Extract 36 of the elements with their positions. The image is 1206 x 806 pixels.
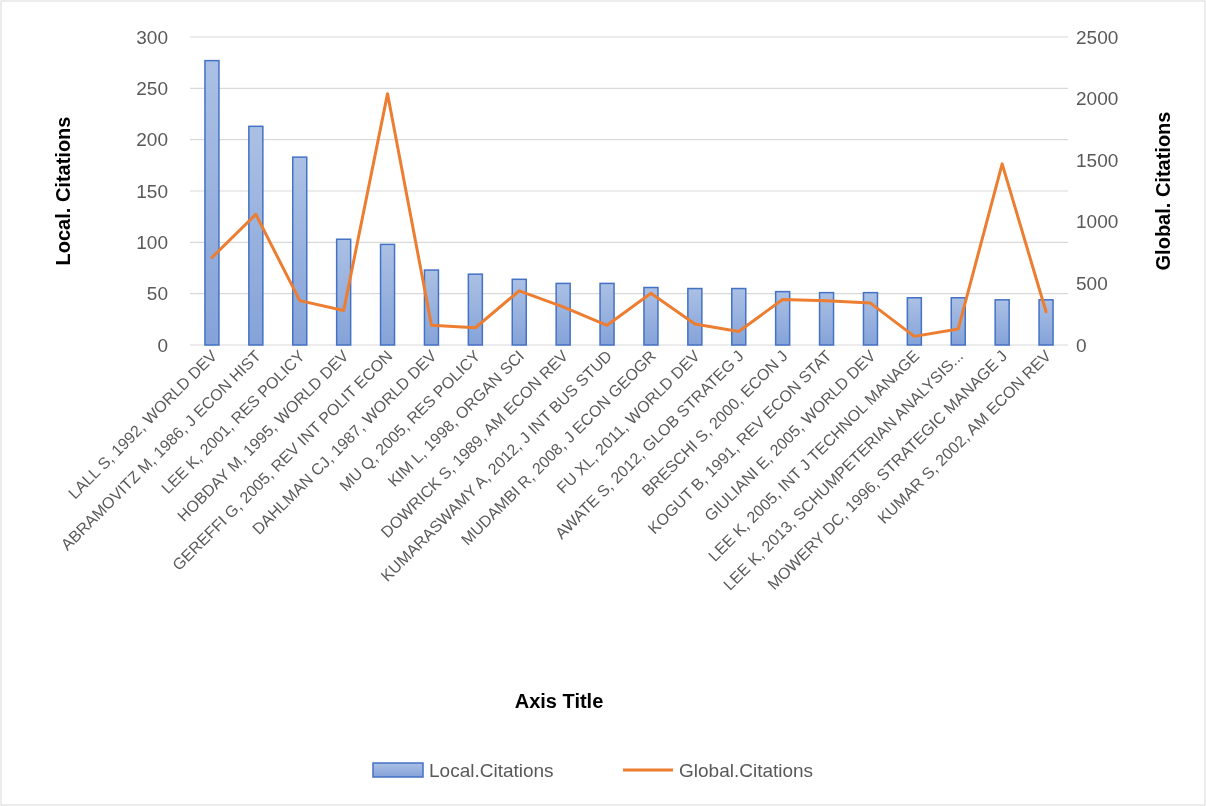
bar <box>467 273 484 346</box>
y2-axis-title: Global. Citations <box>1152 111 1174 271</box>
bar <box>248 125 264 346</box>
y-tick-label: 0 <box>157 334 168 356</box>
y2-tick-label: 1500 <box>1076 149 1119 171</box>
bar <box>862 291 879 346</box>
y-tick-label: 100 <box>136 231 168 253</box>
bar <box>292 156 308 346</box>
bar <box>994 299 1010 346</box>
legend-label: Local.Citations <box>429 759 554 781</box>
bar <box>906 297 923 346</box>
y-tick-label: 250 <box>136 77 168 99</box>
line-series <box>210 92 1048 338</box>
y-tick-label: 50 <box>146 283 168 305</box>
x-axis-title: Axis Title <box>514 690 604 712</box>
bar <box>599 282 615 346</box>
bar <box>818 291 835 346</box>
y2-tick-label: 1000 <box>1076 211 1119 233</box>
bar <box>511 278 527 346</box>
bar <box>774 290 791 346</box>
y-tick-label: 300 <box>136 26 168 48</box>
y-tick-label: 150 <box>136 180 168 202</box>
y2-tick-label: 500 <box>1076 273 1108 295</box>
y2-tick-label: 2000 <box>1076 88 1119 110</box>
y2-tick-label: 2500 <box>1076 26 1119 48</box>
y2-tick-label: 0 <box>1076 334 1087 356</box>
bar <box>731 287 747 346</box>
bar <box>643 286 659 346</box>
y-axis-title: Local. Citations <box>52 116 74 266</box>
bar <box>687 287 703 346</box>
bar <box>204 59 220 346</box>
bar <box>1038 299 1054 346</box>
legend-label: Global.Citations <box>679 759 814 781</box>
bar <box>379 243 396 346</box>
y-tick-label: 200 <box>136 129 168 151</box>
bar <box>555 282 571 346</box>
